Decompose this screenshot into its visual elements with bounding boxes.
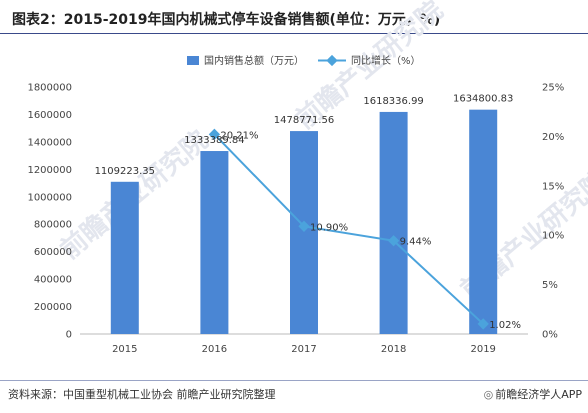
bars-layer [110, 109, 498, 335]
x-tick-label: 2019 [470, 344, 495, 355]
growth-value-label: 1.02% [489, 320, 521, 331]
bar [469, 109, 498, 334]
bar-value-label: 1478771.56 [274, 115, 334, 126]
y-left-tick-label: 1200000 [27, 165, 72, 176]
brand-name: 前瞻经济学人APP [495, 388, 582, 401]
labels-layer: 1109223.35 1333389.84 1478771.56 1618336.99… [95, 94, 521, 331]
bar-value-label: 1109223.35 [95, 166, 155, 177]
legend-bar-swatch [187, 56, 199, 65]
legend: 国内销售总额（万元） 同比增长（%） [187, 54, 421, 67]
y-left-tick-label: 1400000 [27, 137, 72, 148]
growth-point [208, 128, 221, 140]
growth-value-label: 20.21% [220, 130, 258, 141]
bar [379, 111, 408, 335]
bar [200, 151, 229, 334]
title-divider [0, 33, 588, 34]
growth-point [387, 235, 400, 247]
y-left-tick-label: 0 [66, 330, 72, 341]
y-left-tick-label: 200000 [34, 302, 72, 313]
legend-line-label: 同比增长（%） [351, 54, 421, 67]
bar [290, 131, 318, 334]
y-right-tick-label: 20% [542, 132, 564, 143]
growth-value-label: 9.44% [400, 237, 432, 248]
line-layer [208, 128, 489, 330]
y-right-tick-label: 25% [542, 83, 564, 94]
axes-layer: 0 200000 400000 600000 800000 1000000 1200000 1… [27, 83, 564, 356]
growth-point [477, 318, 489, 330]
x-tick-label: 2017 [291, 344, 316, 355]
y-right-tick-label: 0% [542, 330, 558, 341]
growth-point [298, 220, 310, 232]
y-left-tick-label: 400000 [34, 275, 72, 286]
brand-logo-icon: ◎ [483, 388, 494, 401]
source-note: 资料来源：中国重型机械工业协会 前瞻产业研究院整理 [8, 388, 276, 401]
bar-value-label: 1618336.99 [363, 96, 423, 107]
y-right-tick-label: 10% [542, 231, 564, 242]
chart-canvas: 前瞻产业研究院前瞻产业研究院前瞻产业研究院 020000040000060000… [27, 0, 588, 356]
bar [110, 181, 139, 334]
footer-divider [0, 380, 588, 381]
y-right-tick-label: 15% [542, 181, 564, 192]
growth-value-label: 10.90% [310, 222, 348, 233]
legend-line-marker [326, 54, 338, 67]
growth-line [213, 133, 484, 325]
y-left-tick-label: 800000 [34, 220, 72, 231]
chart-title: 图表2：2015-2019年国内机械式停车设备销售额(单位：万元，%) [12, 12, 441, 28]
y-right-tick-label: 5% [542, 280, 558, 291]
x-tick-label: 2016 [202, 344, 227, 355]
y-left-tick-label: 600000 [34, 247, 72, 258]
bar-value-label: 1333389.84 [184, 135, 244, 146]
legend-bar-label: 国内销售总额（万元） [204, 54, 304, 67]
y-left-tick-label: 1000000 [27, 192, 72, 203]
bar-value-label: 1634800.83 [453, 94, 513, 105]
y-left-tick-label: 1800000 [27, 83, 72, 94]
x-tick-label: 2018 [381, 344, 406, 355]
brand-credit: ◎ 前瞻经济学人APP [484, 386, 582, 402]
x-tick-label: 2015 [112, 344, 137, 355]
y-left-tick-label: 1600000 [27, 110, 72, 121]
